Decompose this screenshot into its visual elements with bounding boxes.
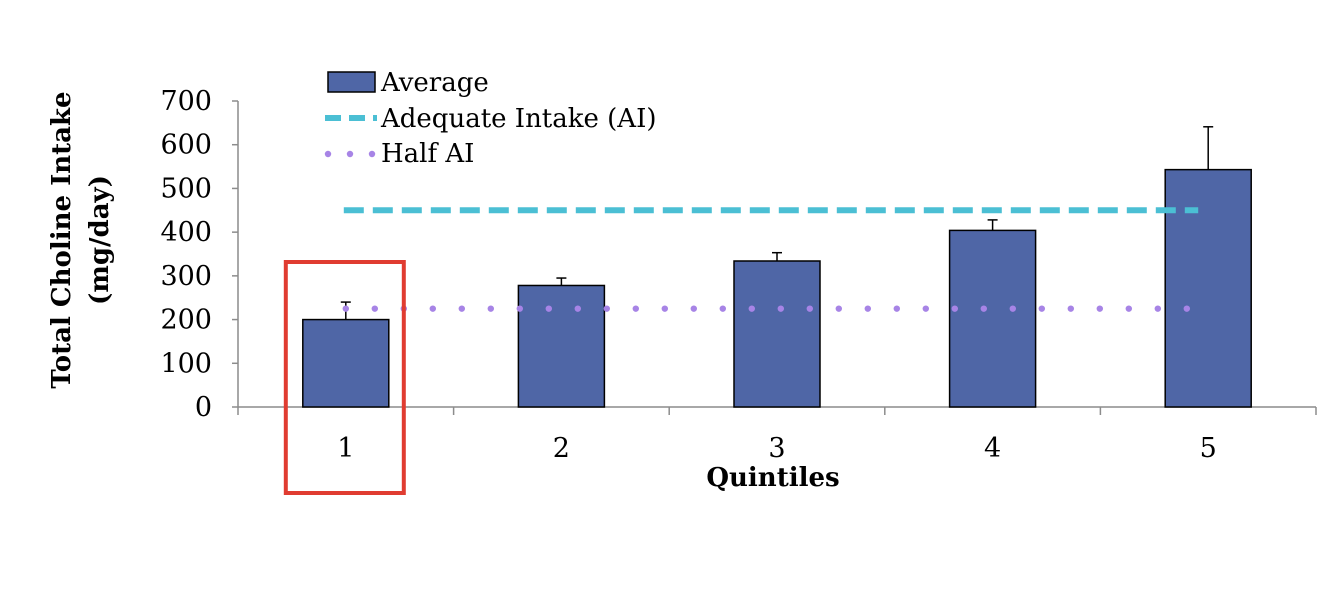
y-tick-label: 200 — [160, 305, 212, 336]
half-ai-dot — [632, 305, 639, 312]
legend-average-label: Average — [380, 68, 489, 98]
y-ticks: 0 100 200 300 400 500 600 700 — [160, 86, 238, 423]
half-ai-dot — [835, 305, 842, 312]
y-tick-label: 700 — [160, 86, 212, 117]
legend-average-swatch — [327, 71, 376, 93]
bar — [302, 318, 390, 408]
half-ai-dot — [342, 305, 349, 312]
bar — [517, 284, 606, 408]
y-axis-title-line-1: Total Choline Intake — [47, 91, 77, 388]
bar — [948, 229, 1037, 408]
half-ai-dot — [487, 305, 494, 312]
legend-half-ai-dot — [324, 150, 332, 158]
half-ai-dot — [748, 305, 755, 312]
half-ai-dot — [806, 305, 813, 312]
half-ai-dot — [1183, 305, 1191, 312]
half-ai-dot — [777, 305, 784, 312]
x-tick-label: 1 — [337, 433, 354, 464]
y-tick-label: 0 — [195, 392, 212, 423]
half-ai-dot — [980, 305, 987, 312]
half-ai-dot — [429, 305, 436, 312]
half-ai-dot — [603, 305, 610, 312]
y-axis-title: Total Choline Intake (mg/day) — [47, 91, 115, 388]
half-ai-dot — [371, 305, 378, 312]
half-ai-dot — [1038, 305, 1046, 312]
x-tick-label: 2 — [553, 433, 570, 464]
half-ai-dot — [516, 305, 523, 312]
half-ai-dot — [1009, 305, 1016, 312]
x-tick-label: 5 — [1200, 433, 1217, 464]
half-ai-dot — [1125, 305, 1133, 312]
highlight-box — [283, 260, 406, 495]
half-ai-dot — [893, 305, 900, 312]
legend-half-ai-dot — [368, 150, 376, 158]
half-ai-dot — [922, 305, 929, 312]
legend-half-ai-swatch — [324, 150, 376, 158]
half-ai-dot — [545, 305, 552, 312]
half-ai-dot — [951, 305, 958, 312]
y-tick-label: 400 — [160, 217, 212, 248]
x-axis-title: Quintiles — [706, 463, 839, 493]
half-ai-dot — [690, 305, 697, 312]
half-ai-dot — [1096, 305, 1104, 312]
half-ai-dot — [1067, 305, 1075, 312]
half-ai-dot — [1154, 305, 1162, 312]
y-tick-label: 600 — [160, 130, 212, 161]
y-tick-label: 300 — [160, 261, 212, 292]
half-ai-dot — [458, 305, 465, 312]
legend-half-ai-dot — [346, 150, 354, 158]
bar — [733, 260, 821, 408]
bar — [1164, 168, 1252, 408]
half-ai-dot — [574, 305, 581, 312]
half-ai-dot — [719, 305, 726, 312]
reference-lines — [342, 207, 1199, 312]
legend-ai-label: Adequate Intake (AI) — [380, 104, 657, 134]
y-axis-title-line-2: (mg/day) — [85, 175, 115, 305]
half-ai-dot — [864, 305, 871, 312]
half-ai-dot — [661, 305, 668, 312]
bars — [302, 168, 1252, 408]
y-tick-label: 500 — [160, 173, 212, 204]
x-tick-label: 4 — [984, 433, 1001, 464]
legend: Average Adequate Intake (AI) Half AI — [324, 68, 657, 169]
legend-half-ai-label: Half AI — [381, 139, 474, 169]
half-ai-line — [342, 305, 1191, 312]
x-tick-label: 3 — [768, 433, 785, 464]
y-tick-label: 100 — [160, 348, 212, 379]
x-ticks: 1 2 3 4 5 — [237, 407, 1317, 464]
